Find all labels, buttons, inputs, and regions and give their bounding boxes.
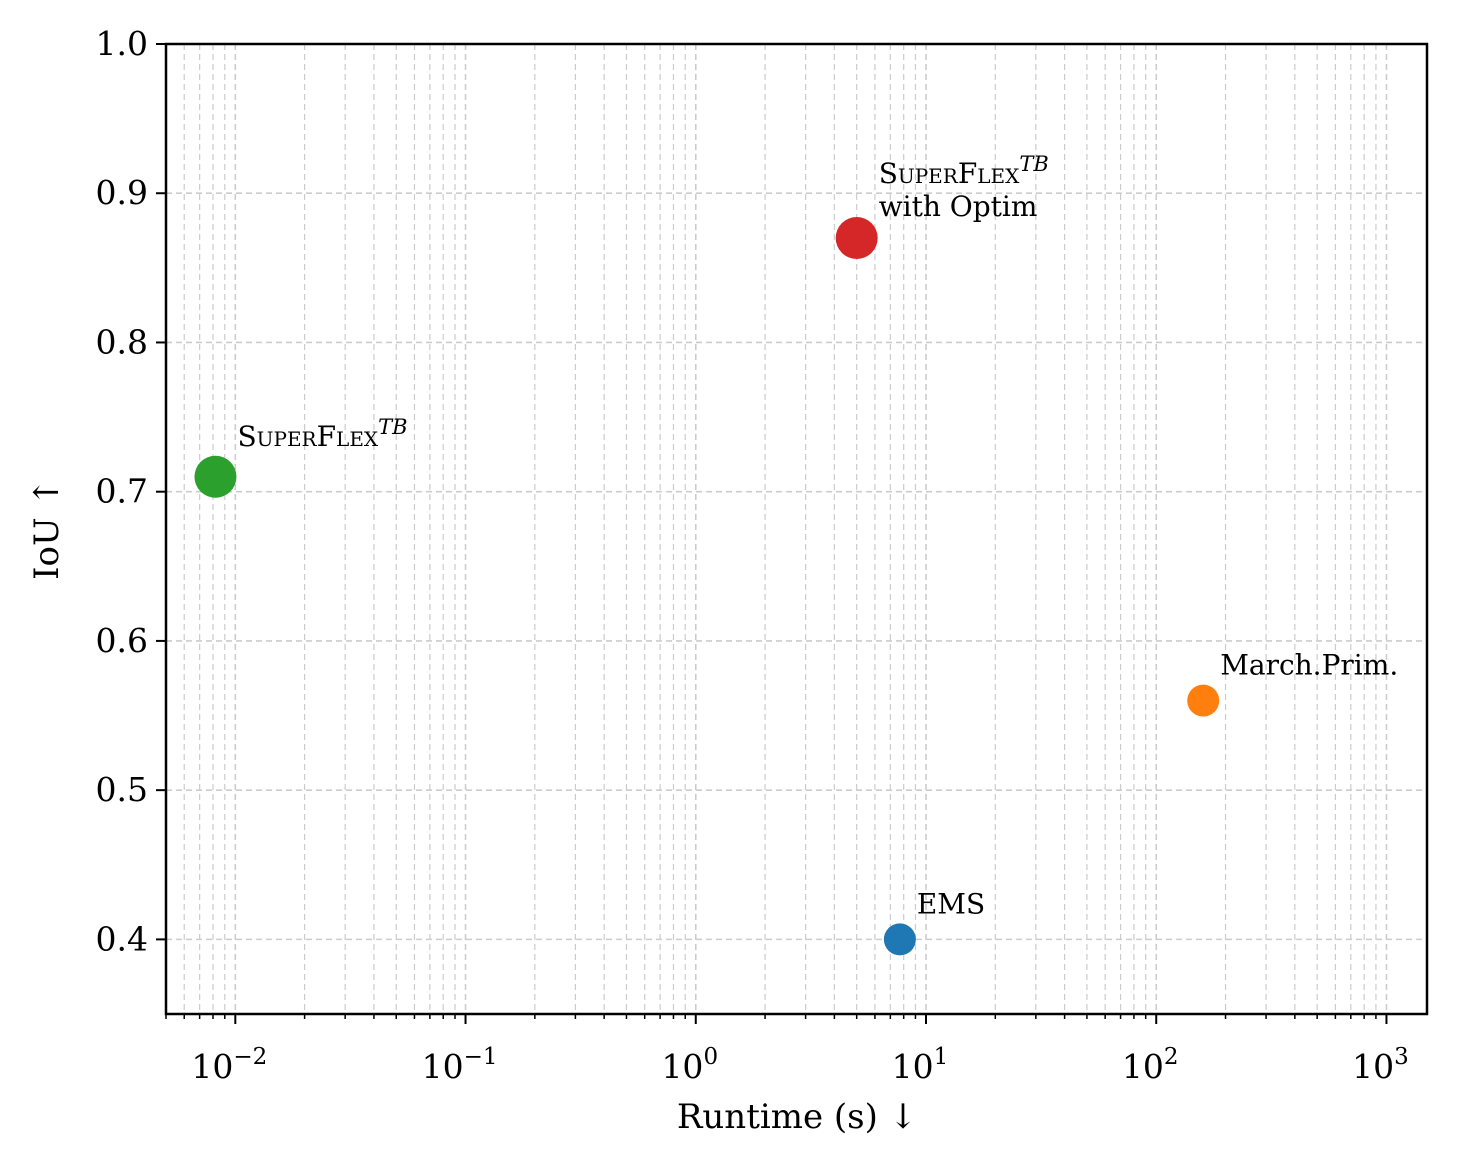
data-point-label: EMS <box>917 887 985 920</box>
x-tick-label: 100 <box>661 1044 718 1086</box>
x-axis-label: Runtime (s) ↓ <box>677 1097 917 1137</box>
data-point-label: SuperFlexTB <box>879 152 1049 190</box>
ticks: 10−2 10−1 100 101 102 103 0.4 0.5 0.6 0.7 0.8 0.9 1.… <box>96 24 1409 1086</box>
grid <box>165 43 1427 1014</box>
y-tick-label: 1.0 <box>96 24 148 63</box>
data-point <box>1187 684 1220 717</box>
data-point-label: SuperFlexTB <box>237 415 407 453</box>
data-point-label-line2: with Optim <box>879 190 1038 223</box>
plot-frame <box>164 42 1429 1016</box>
y-tick-label: 0.8 <box>96 322 148 361</box>
data-point <box>194 455 237 498</box>
y-tick-label: 0.4 <box>96 919 148 958</box>
x-tick-label: 10−2 <box>191 1044 267 1086</box>
y-tick-label: 0.6 <box>96 621 148 660</box>
y-axis-label: IoU ↑ <box>27 478 67 580</box>
x-tick-label: 101 <box>892 1044 949 1086</box>
y-tick-label: 0.7 <box>96 472 148 511</box>
x-tick-label: 102 <box>1122 1044 1179 1086</box>
x-tick-label: 103 <box>1352 1044 1409 1086</box>
data-point <box>883 923 916 956</box>
y-tick-label: 0.5 <box>96 770 148 809</box>
data-point-label: March.Prim. <box>1220 649 1398 682</box>
points: EMSMarch.Prim.SuperFlexTBSuperFlexTBwith… <box>194 152 1398 956</box>
x-tick-label: 10−1 <box>422 1044 498 1086</box>
y-tick-label: 0.9 <box>96 173 148 212</box>
data-point <box>835 217 878 259</box>
